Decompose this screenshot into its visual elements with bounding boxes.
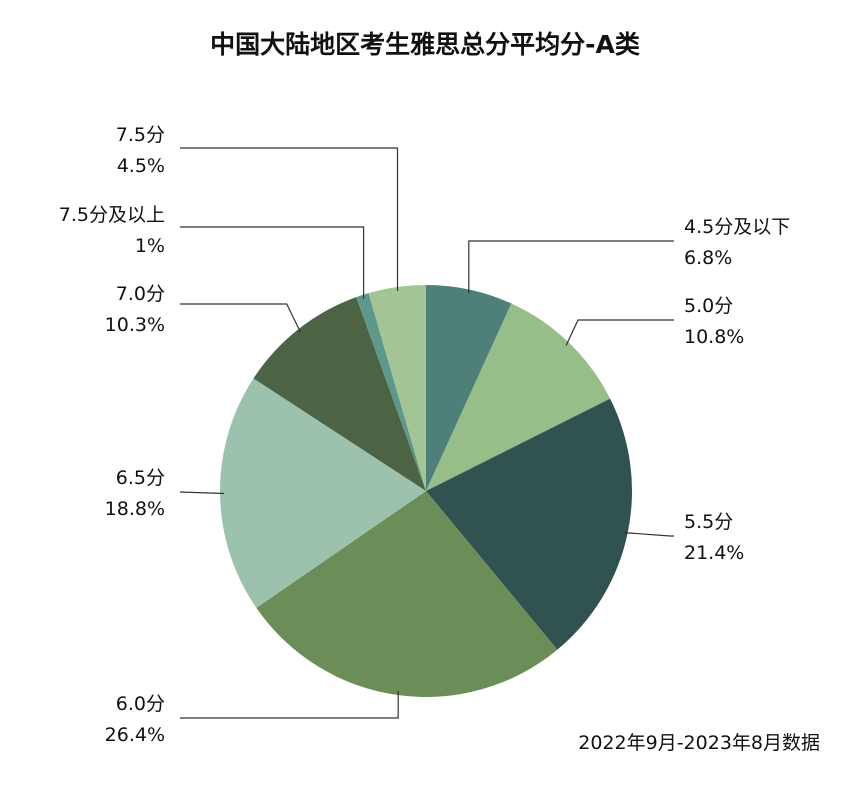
slice-percent-label: 1% (135, 235, 165, 257)
leader-lines (179, 147, 674, 719)
slice-category-label: 5.5分 (684, 511, 733, 533)
leader-line (180, 226, 365, 299)
leader-line (179, 491, 225, 495)
slice-category-label: 6.5分 (116, 467, 165, 489)
slice-percent-label: 21.4% (684, 542, 744, 564)
leader-line (565, 319, 674, 346)
slice-percent-label: 18.8% (105, 498, 165, 520)
slice-labels: 4.5分及以下 6.8% 5.0分 10.8% 5.5分 21.4% 6.0分 26.4% 6.… (59, 124, 790, 746)
pie-slice (219, 378, 426, 608)
slice-category-label: 7.5分 (116, 124, 165, 146)
slice-percent-label: 10.8% (684, 326, 744, 348)
slice-category-label: 7.5分及以上 (59, 204, 165, 226)
pie-slice (426, 285, 512, 491)
chart-title: 中国大陆地区考生雅思总分平均分-A类 (210, 30, 641, 59)
pie-slice (368, 285, 426, 491)
pie-slice (256, 491, 558, 698)
slice-percent-label: 4.5% (117, 155, 165, 177)
leader-line (180, 147, 399, 291)
leader-line (468, 240, 674, 294)
slice-percent-label: 10.3% (105, 314, 165, 336)
pie-slices (219, 285, 633, 698)
slice-category-label: 6.0分 (116, 693, 165, 715)
leader-line (180, 303, 302, 333)
slice-category-label: 7.0分 (116, 283, 165, 305)
slice-percent-label: 6.8% (684, 247, 732, 269)
slice-category-label: 5.0分 (684, 295, 733, 317)
slice-percent-label: 26.4% (105, 724, 165, 746)
pie-slice (426, 398, 633, 650)
slice-category-label: 4.5分及以下 (684, 216, 790, 238)
leader-line (180, 691, 399, 719)
pie-slice (426, 303, 611, 491)
leader-line (623, 532, 674, 537)
data-period-note: 2022年9月-2023年8月数据 (578, 732, 820, 754)
pie-slice (356, 293, 426, 491)
pie-slice (253, 297, 426, 491)
